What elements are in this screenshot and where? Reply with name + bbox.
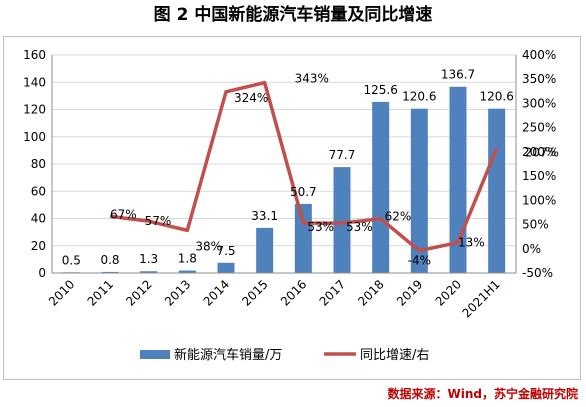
line-series bbox=[109, 80, 499, 253]
left-axis-tick-label: 100 bbox=[23, 130, 46, 144]
sales-bar bbox=[449, 86, 467, 273]
growth-value-label: 324% bbox=[234, 91, 268, 105]
bar-value-label: 0.5 bbox=[62, 253, 81, 267]
right-axis-tick-label: 400% bbox=[522, 48, 556, 62]
x-axis-category-label: 2013 bbox=[162, 277, 193, 308]
x-axis-category-label: 2012 bbox=[123, 277, 154, 308]
bar-value-label: 125.6 bbox=[363, 83, 397, 97]
left-axis-tick-label: 0 bbox=[38, 266, 46, 280]
bar-value-label: 136.7 bbox=[441, 68, 475, 82]
right-axis-tick-label: 350% bbox=[522, 72, 556, 86]
sales-bar bbox=[372, 101, 390, 274]
growth-value-label: 207% bbox=[525, 145, 559, 159]
x-axis-category-label: 2018 bbox=[355, 277, 386, 308]
legend: 新能源汽车销量/万 同比增速/右 bbox=[140, 347, 429, 363]
sales-bar bbox=[410, 108, 428, 274]
sales-bar bbox=[294, 203, 312, 273]
x-axis-category-label: 2014 bbox=[201, 277, 232, 308]
left-axis-tick-label: 60 bbox=[31, 184, 46, 198]
growth-value-label: 62% bbox=[385, 210, 412, 224]
sales-growth-chart: 0 20 40 60 80 100 120 140 160 -50% 0% 50% 100% 150% 20… bbox=[23, 48, 559, 363]
left-axis-tick-label: 140 bbox=[23, 75, 46, 89]
growth-value-label: 67% bbox=[110, 207, 137, 221]
data-labels: 0.5 0.8 1.3 1.8 7.5 33.1 50.7 77.7 125.6 120.6 136… bbox=[62, 68, 559, 268]
sales-bar bbox=[140, 271, 158, 273]
sales-bar bbox=[178, 270, 196, 273]
bar-value-label: 7.5 bbox=[216, 244, 235, 258]
bar-value-label: 120.6 bbox=[479, 90, 513, 104]
legend-bar-label: 新能源汽车销量/万 bbox=[174, 347, 282, 363]
growth-value-label: 13% bbox=[458, 235, 485, 249]
x-axis-category-label: 2011 bbox=[85, 277, 116, 308]
left-axis-tick-label: 40 bbox=[31, 212, 46, 226]
x-axis-category-label: 2010 bbox=[46, 277, 77, 308]
bar-value-label: 120.6 bbox=[402, 90, 436, 104]
growth-value-label: 38% bbox=[195, 239, 222, 253]
growth-value-label: 53% bbox=[307, 220, 334, 234]
left-axis-tick-label: 120 bbox=[23, 103, 46, 117]
left-axis-tick-label: 160 bbox=[23, 48, 46, 62]
bar-series bbox=[62, 86, 506, 274]
sales-bar bbox=[101, 271, 119, 273]
x-axis-category-label: 2021H1 bbox=[460, 277, 503, 320]
sales-bar bbox=[256, 227, 274, 273]
growth-value-label: 57% bbox=[145, 214, 172, 228]
bar-value-label: 0.8 bbox=[100, 253, 119, 267]
chart-title: 图 2 中国新能源汽车销量及同比增速 bbox=[153, 5, 433, 25]
gridlines bbox=[52, 54, 516, 274]
right-axis-tick-label: 100% bbox=[522, 193, 556, 207]
sales-bar bbox=[488, 108, 506, 274]
data-source-note: 数据来源：Wind，苏宁金融研究院 bbox=[387, 387, 578, 401]
sales-bar bbox=[333, 167, 351, 273]
x-axis-category-label: 2015 bbox=[239, 277, 270, 308]
bar-value-label: 33.1 bbox=[251, 209, 278, 223]
legend-line-label: 同比增速/右 bbox=[360, 348, 429, 363]
left-axis-tick-label: 80 bbox=[31, 157, 46, 171]
right-axis-tick-label: 250% bbox=[522, 121, 556, 135]
right-axis-tick-label: 150% bbox=[522, 169, 556, 183]
chart-frame: 0 20 40 60 80 100 120 140 160 -50% 0% 50% 100% 150% 20… bbox=[3, 36, 581, 380]
bar-value-label: 1.3 bbox=[139, 252, 158, 266]
growth-value-label: 343% bbox=[295, 72, 329, 86]
bar-value-label: 1.8 bbox=[178, 252, 197, 266]
growth-value-label: -4% bbox=[408, 254, 431, 268]
legend-bar-swatch bbox=[140, 350, 170, 359]
right-axis-tick-label: 200% bbox=[522, 145, 556, 159]
bar-value-label: 50.7 bbox=[290, 185, 317, 199]
bar-value-label: 77.7 bbox=[329, 148, 356, 162]
left-axis-tick-label: 20 bbox=[31, 239, 46, 253]
right-axis-tick-label: 300% bbox=[522, 96, 556, 110]
right-axis-tick-label: 0% bbox=[522, 242, 541, 256]
growth-value-label: 53% bbox=[346, 220, 373, 234]
sales-bar bbox=[217, 262, 235, 273]
right-axis-tick-label: -50% bbox=[522, 266, 553, 280]
x-axis-category-label: 2019 bbox=[394, 277, 425, 308]
x-axis-category-label: 2017 bbox=[317, 277, 348, 308]
right-axis-tick-label: 50% bbox=[522, 218, 549, 232]
x-axis-category-label: 2020 bbox=[433, 277, 464, 308]
x-axis-category-label: 2016 bbox=[278, 277, 309, 308]
